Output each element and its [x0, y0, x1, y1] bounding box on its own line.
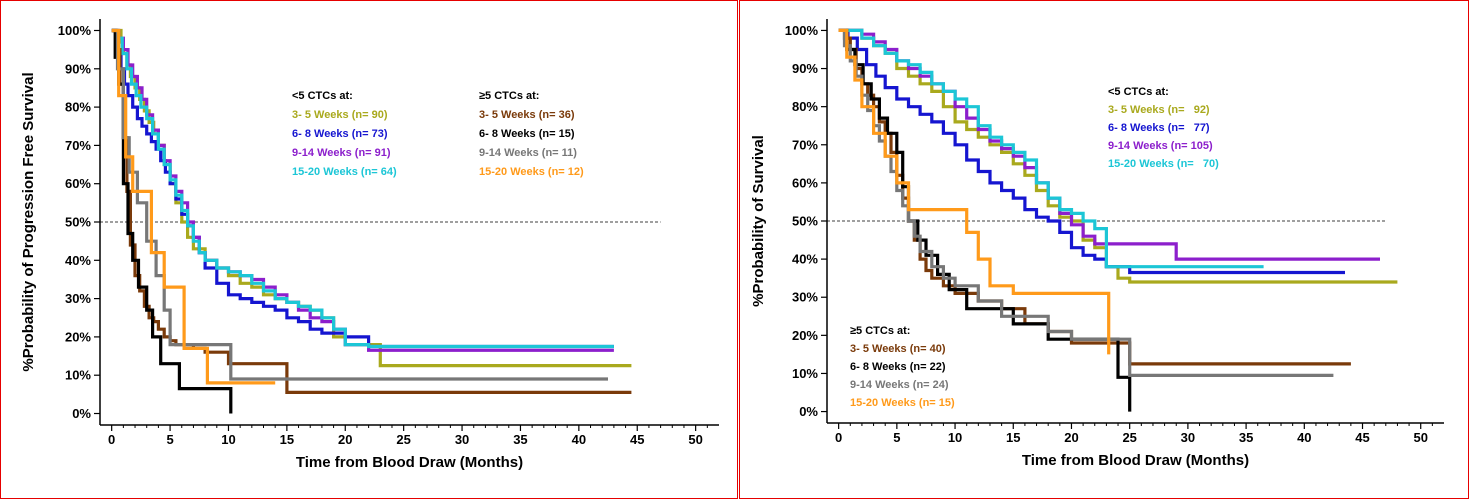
y-tick-label: 70% [65, 138, 91, 153]
km-curve-6-8-weeks-n-73- [111, 28, 614, 349]
y-tick-label: 60% [65, 176, 91, 191]
km-curve-15-20-weeks-n-70- [838, 28, 1264, 269]
x-tick-label: 30 [455, 432, 469, 447]
x-tick-label: 35 [1239, 430, 1253, 445]
y-tick-label: 70% [792, 137, 818, 152]
legend-entry: 6- 8 Weeks (n= 15) [479, 128, 575, 140]
x-tick-label: 45 [630, 432, 644, 447]
panel-progression-free-survival: 0% 10% 20% 30% 40% 50% 60% 70% 80% 90% 100% 0 5 10 15 2… [0, 0, 738, 499]
y-tick-label: 100% [785, 23, 819, 38]
x-tick-label: 50 [688, 432, 702, 447]
legend-entry: 3- 5 Weeks (n= 40) [850, 343, 946, 355]
x-tick-label: 40 [572, 432, 586, 447]
x-tick-label: 35 [513, 432, 527, 447]
km-curve-9-14-weeks-n-24- [838, 28, 1334, 377]
legend-entry: 15-20 Weeks (n= 12) [479, 166, 584, 178]
x-tick-label: 15 [280, 432, 294, 447]
y-tick-label: 40% [792, 252, 818, 267]
x-tick-label: 45 [1355, 430, 1369, 445]
y-tick-label: 40% [65, 253, 91, 268]
legend-entry: 6- 8 Weeks (n= 77) [1108, 122, 1210, 134]
x-tick-label: 5 [893, 430, 900, 445]
legend-entry: 15-20 Weeks (n= 15) [850, 397, 955, 409]
y-tick-label: 90% [792, 61, 818, 76]
x-tick-label: 0 [835, 430, 842, 445]
x-tick-label: 10 [948, 430, 962, 445]
legend-entry: 3- 5 Weeks (n= 92) [1108, 104, 1210, 116]
x-axis-label: Time from Blood Draw (Months) [296, 454, 523, 471]
legend-title: ≥5 CTCs at: [479, 90, 539, 102]
y-tick-label: 10% [792, 366, 818, 381]
legend-entry: 3- 5 Weeks (n= 36) [479, 109, 575, 121]
panel-overall-survival: 0% 10% 20% 30% 40% 50% 60% 70% 80% 90% 100% 0 5 10 15 2… [739, 0, 1469, 499]
legend-entry: 6- 8 Weeks (n= 73) [292, 128, 388, 140]
legend-entry: 9-14 Weeks (n= 91) [292, 147, 391, 159]
y-tick-label: 60% [792, 175, 818, 190]
legend-title: <5 CTCs at: [292, 90, 353, 102]
km-curve-9-14-weeks-n-105- [838, 28, 1380, 261]
y-tick-label: 30% [65, 291, 91, 306]
legend-title: ≥5 CTCs at: [850, 325, 910, 337]
km-curve-15-20-weeks-n-12- [111, 28, 276, 385]
km-curve-3-5-weeks-n-36- [111, 28, 632, 394]
km-curve-6-8-weeks-n-22- [838, 28, 1132, 412]
y-tick-label: 100% [58, 23, 92, 38]
x-tick-label: 20 [1064, 430, 1078, 445]
x-tick-label: 25 [396, 432, 410, 447]
km-curve-3-5-weeks-n-90- [111, 28, 632, 368]
y-tick-label: 0% [799, 404, 818, 419]
y-tick-label: 50% [792, 214, 818, 229]
y-axis-label: %Probability of Survival [750, 135, 767, 307]
km-curve-3-5-weeks-n-40- [838, 28, 1351, 366]
y-tick-label: 80% [65, 100, 91, 115]
x-tick-label: 15 [1006, 430, 1020, 445]
legend-entry: 3- 5 Weeks (n= 90) [292, 109, 388, 121]
y-tick-label: 80% [792, 99, 818, 114]
x-tick-label: 5 [166, 432, 173, 447]
x-axis-label: Time from Blood Draw (Months) [1022, 452, 1249, 469]
km-curve-15-20-weeks-n-15- [838, 28, 1111, 355]
x-tick-label: 0 [108, 432, 115, 447]
legend-entry: 9-14 Weeks (n= 105) [1108, 140, 1213, 152]
y-tick-label: 90% [65, 61, 91, 76]
x-tick-label: 20 [338, 432, 352, 447]
y-axis-label: %Probability of Progression Free Surviva… [20, 72, 37, 371]
chart-progression-free-survival: 0% 10% 20% 30% 40% 50% 60% 70% 80% 90% 100% 0 5 10 15 2… [20, 19, 719, 471]
km-curve-9-14-weeks-n-91- [111, 28, 614, 352]
x-tick-label: 30 [1181, 430, 1195, 445]
y-tick-label: 30% [792, 290, 818, 305]
x-tick-label: 40 [1297, 430, 1311, 445]
legend-title: <5 CTCs at: [1108, 86, 1169, 98]
legend-entry: 15-20 Weeks (n= 64) [292, 166, 397, 178]
y-tick-label: 0% [72, 406, 91, 421]
km-curve-9-14-weeks-n-11- [111, 28, 608, 381]
x-tick-label: 25 [1122, 430, 1136, 445]
y-tick-label: 20% [65, 329, 91, 344]
legend-entry: 9-14 Weeks (n= 11) [479, 147, 577, 159]
x-tick-label: 50 [1413, 430, 1427, 445]
legend-entry: 6- 8 Weeks (n= 22) [850, 361, 946, 373]
km-curve-15-20-weeks-n-64- [111, 28, 614, 349]
y-tick-label: 20% [792, 328, 818, 343]
y-tick-label: 10% [65, 368, 91, 383]
y-tick-label: 50% [65, 215, 91, 230]
legend-entry: 9-14 Weeks (n= 24) [850, 379, 949, 391]
km-curve-6-8-weeks-n-77- [838, 28, 1345, 275]
chart-overall-survival: 0% 10% 20% 30% 40% 50% 60% 70% 80% 90% 100% 0 5 10 15 2… [750, 19, 1444, 469]
legend-entry: 15-20 Weeks (n= 70) [1108, 158, 1219, 170]
x-tick-label: 10 [221, 432, 235, 447]
